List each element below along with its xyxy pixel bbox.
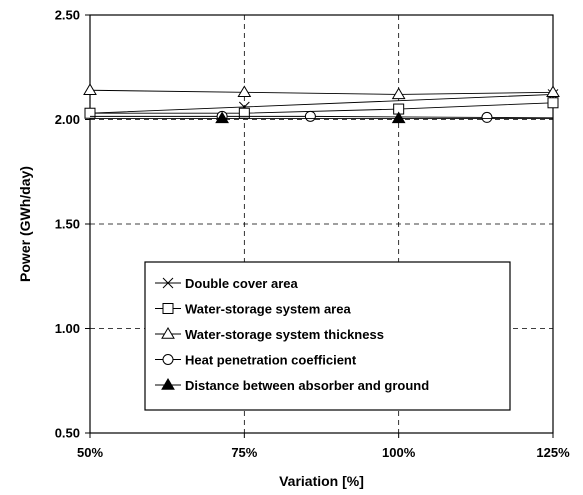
series-line [90, 102, 554, 114]
x-axis-title: Variation [%] [279, 473, 364, 489]
legend-label: Heat penetration coefficient [185, 353, 357, 368]
legend-entry: Heat penetration coefficient [155, 353, 357, 368]
x-tick-label: 75% [231, 445, 257, 460]
series-layer [83, 83, 560, 124]
data-point-triangle-marker [546, 85, 560, 98]
y-tick-label: 2.00 [55, 112, 80, 127]
series-3 [83, 83, 560, 100]
y-axis-title: Power (GWh/day) [17, 166, 33, 282]
x-marker-stroke [162, 277, 174, 289]
y-tick-label: 1.50 [55, 217, 80, 232]
x-tick-label: 100% [382, 445, 416, 460]
legend: Double cover area Water-storage system ar… [144, 261, 511, 411]
data-point-circle-marker [162, 354, 174, 365]
data-point-filled-triangle-marker [215, 111, 229, 124]
data-point-filled-triangle-marker [161, 378, 175, 390]
legend-entry: Water-storage system area [155, 302, 351, 317]
y-tick-label: 2.50 [55, 8, 80, 23]
y-tick-label: 0.50 [55, 426, 80, 441]
data-point-triangle-marker [391, 87, 406, 100]
data-point-circle-marker [481, 111, 493, 123]
x-tick-label: 125% [536, 445, 570, 460]
data-point-triangle-marker [161, 327, 175, 339]
x-axis-ticks: 50% 75% 100% 125% [77, 433, 570, 460]
legend-label: Double cover area [185, 276, 298, 291]
legend-entry: Water-storage system thickness [155, 327, 384, 342]
data-point-triangle-marker [83, 83, 97, 95]
y-axis-ticks: 0.50 1.00 1.50 2.00 2.50 [55, 8, 90, 441]
legend-label: Water-storage system thickness [185, 327, 384, 342]
series-line [89, 89, 554, 95]
legend-box [144, 261, 511, 411]
grid [90, 15, 553, 433]
x-tick-label: 50% [77, 445, 103, 460]
legend-entry: Distance between absorber and ground [155, 378, 429, 393]
legend-entry: Double cover area [155, 276, 298, 291]
data-point-square-marker [547, 97, 559, 109]
data-point-circle-marker [304, 110, 316, 122]
legend-label: Distance between absorber and ground [185, 378, 429, 393]
y-tick-label: 1.00 [55, 321, 80, 336]
data-point-filled-triangle-marker [391, 111, 406, 124]
data-point-square-marker [162, 303, 174, 314]
data-point-triangle-marker [237, 85, 252, 98]
series-5 [90, 111, 553, 124]
data-point-x-marker [162, 277, 174, 289]
legend-label: Water-storage system area [185, 302, 351, 317]
